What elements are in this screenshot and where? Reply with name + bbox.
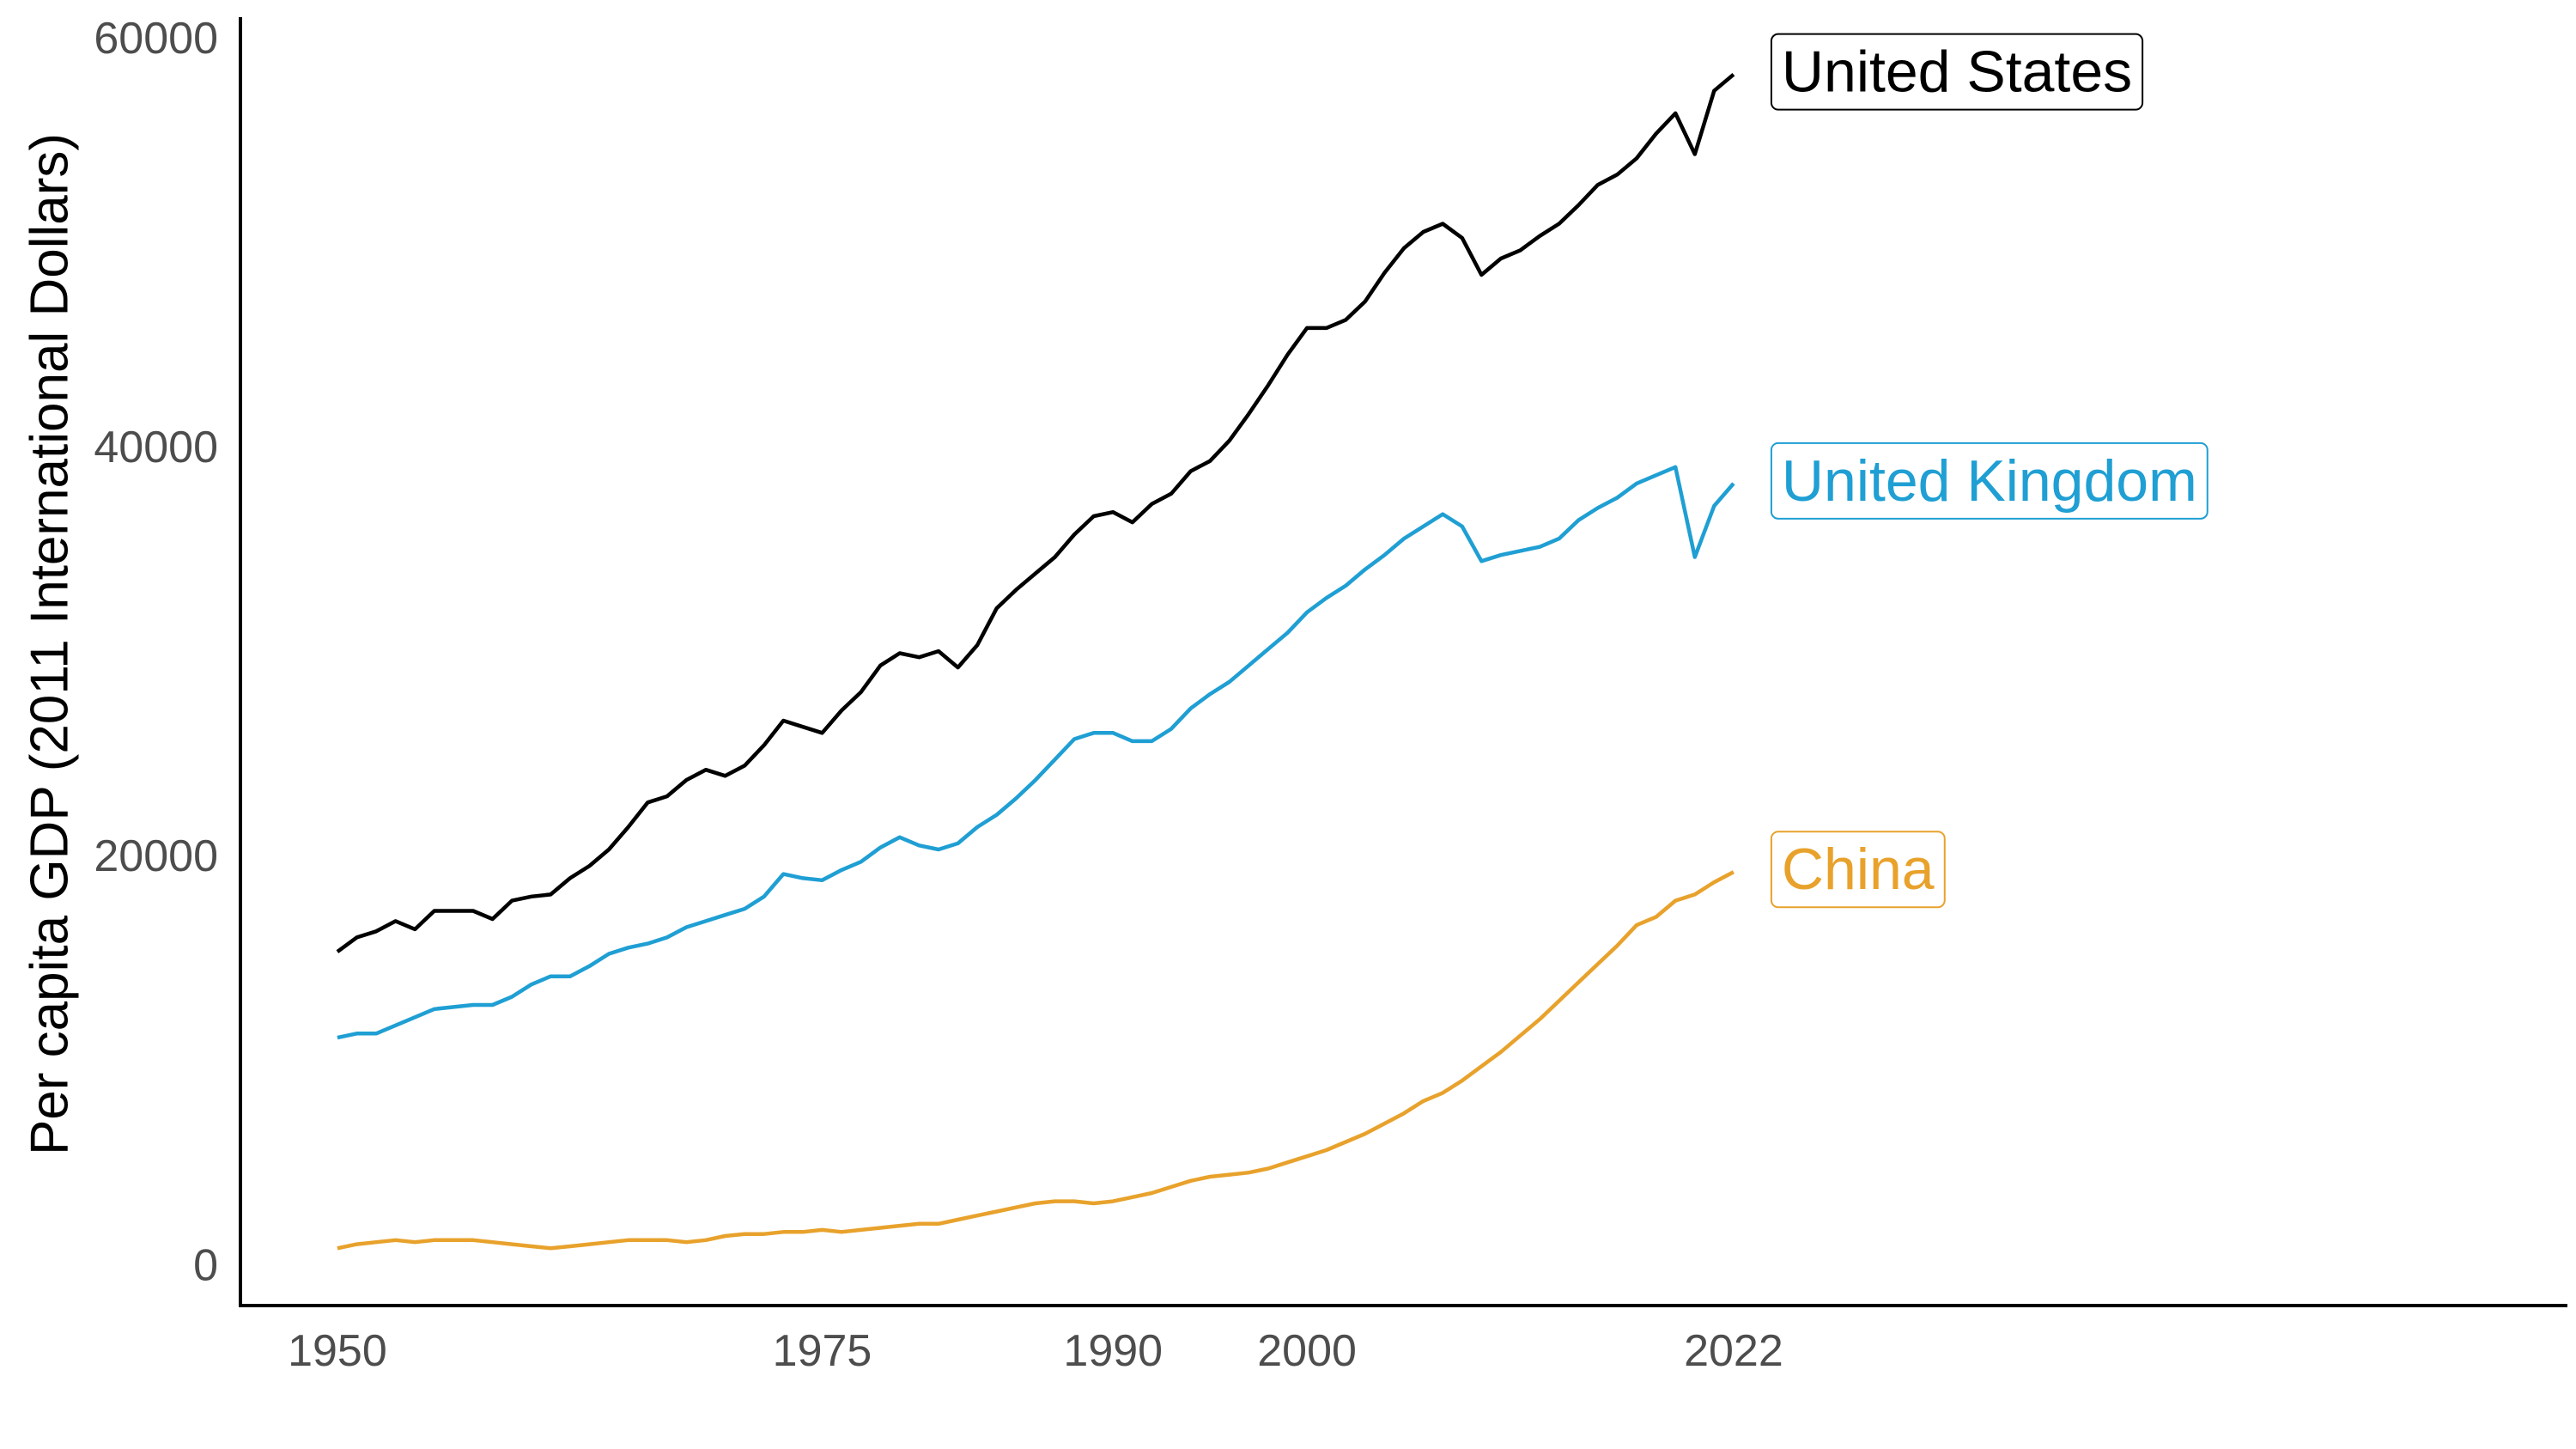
series-line-united-kingdom xyxy=(337,465,1735,1040)
y-axis-ticks: 0 20000 40000 60000 xyxy=(94,14,218,1291)
series-labels: United States United Kingdom China xyxy=(1770,33,2208,909)
y-axis-title: Per capita GDP (2011 International Dolla… xyxy=(20,133,79,1155)
x-axis-ticks: 1950 1975 1990 2000 2022 xyxy=(288,1326,1783,1376)
series-layer xyxy=(336,72,1735,1251)
y-tick-label: 0 xyxy=(193,1240,218,1290)
series-label-text: United Kingdom xyxy=(1782,448,2197,514)
x-tick-label: 2000 xyxy=(1257,1326,1357,1376)
series-label-box xyxy=(1770,441,2208,520)
series-label-text: China xyxy=(1782,837,1935,902)
series-label-text: United States xyxy=(1782,40,2132,105)
series-line-united-states xyxy=(336,72,1735,953)
y-tick-label: 40000 xyxy=(94,423,218,472)
y-tick-label: 60000 xyxy=(94,14,218,64)
series-label-china: China xyxy=(1770,831,1946,909)
series-label-box xyxy=(1770,831,1946,909)
series-label-box xyxy=(1770,33,2144,111)
x-tick-label: 2022 xyxy=(1684,1326,1783,1376)
series-label-united-kingdom: United Kingdom xyxy=(1770,441,2208,520)
x-tick-label: 1975 xyxy=(773,1326,872,1376)
y-tick-label: 20000 xyxy=(94,831,218,881)
series-line-china xyxy=(337,870,1735,1251)
series-label-united-states: United States xyxy=(1770,33,2144,111)
x-tick-label: 1990 xyxy=(1063,1326,1163,1376)
x-tick-label: 1950 xyxy=(288,1326,387,1376)
axes xyxy=(239,17,2567,1307)
